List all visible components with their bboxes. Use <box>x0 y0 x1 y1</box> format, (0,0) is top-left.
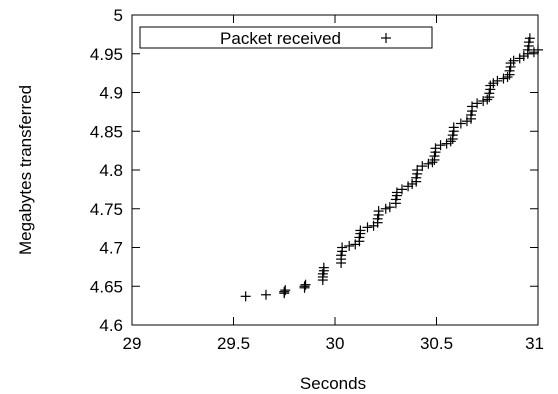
data-point <box>373 206 384 217</box>
legend-box <box>139 26 433 49</box>
data-point <box>514 53 525 64</box>
data-point <box>412 165 423 175</box>
data-point <box>508 55 519 66</box>
x-tick-label: 31 <box>525 334 544 353</box>
x-axis-label: Seconds <box>300 374 366 393</box>
data-point <box>498 73 509 84</box>
data-point <box>260 289 271 300</box>
y-tick-label: 5 <box>114 6 123 25</box>
data-point <box>391 187 402 198</box>
data-point <box>445 136 456 147</box>
legend-label: Packet received <box>220 29 341 48</box>
data-point <box>423 158 434 169</box>
series-points <box>240 33 543 302</box>
x-axis: 29 29.5 30 30.5 31 <box>123 15 544 353</box>
data-point <box>533 44 543 55</box>
x-tick-label: 30 <box>326 334 345 353</box>
data-point <box>240 291 251 302</box>
plot-frame <box>131 14 539 326</box>
y-tick-label: 4.9 <box>99 84 123 103</box>
y-axis-label: Megabytes transferred <box>16 85 35 255</box>
x-tick-label: 30.5 <box>420 334 453 353</box>
y-tick-label: 4.75 <box>90 200 123 219</box>
data-point <box>384 202 395 213</box>
y-tick-label: 4.8 <box>99 161 123 180</box>
y-tick-label: 4.85 <box>90 122 123 141</box>
data-point <box>472 98 483 109</box>
y-tick-label: 4.65 <box>90 277 123 296</box>
data-point <box>502 72 513 82</box>
y-tick-label: 4.7 <box>99 239 123 258</box>
data-point <box>396 184 407 195</box>
x-tick-label: 29 <box>123 334 142 353</box>
data-point <box>337 242 348 253</box>
data-point <box>355 225 366 236</box>
data-point <box>403 181 414 192</box>
data-point <box>318 262 329 273</box>
legend-marker <box>381 33 391 43</box>
y-tick-label: 4.6 <box>99 316 123 335</box>
plot-area <box>131 14 539 326</box>
data-point <box>417 161 428 172</box>
legend: Packet received <box>139 26 433 49</box>
data-point <box>455 118 466 129</box>
y-axis: 4.6 4.65 4.7 4.75 4.8 4.85 4.9 4.95 5 <box>90 6 538 335</box>
data-point <box>524 33 535 44</box>
data-point <box>427 157 438 168</box>
data-point <box>441 138 452 149</box>
data-point <box>492 75 503 86</box>
data-point <box>461 116 472 127</box>
data-point <box>448 122 459 133</box>
data-point <box>299 281 310 292</box>
data-point <box>482 94 493 105</box>
data-point <box>300 279 311 290</box>
data-point <box>430 143 441 154</box>
x-tick-label: 29.5 <box>217 334 250 353</box>
data-point <box>362 222 373 233</box>
data-point <box>344 240 355 251</box>
data-point <box>518 51 529 62</box>
data-point <box>478 96 489 107</box>
data-point <box>435 140 446 151</box>
data-point <box>380 203 391 214</box>
data-point <box>279 286 290 297</box>
data-point <box>280 285 291 296</box>
data-point <box>407 178 418 189</box>
data-point <box>488 78 499 89</box>
y-tick-label: 4.95 <box>90 45 123 64</box>
data-point <box>528 47 539 58</box>
data-point <box>467 101 478 112</box>
